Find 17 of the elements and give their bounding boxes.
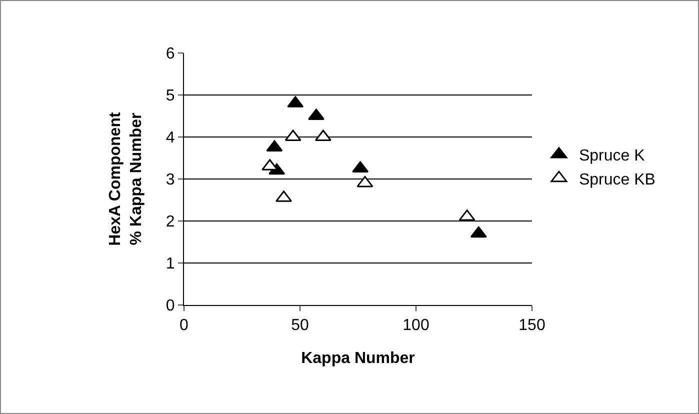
y-tick-label: 2 [166, 214, 175, 231]
legend-label: Spruce K [578, 148, 646, 165]
y-tick-label: 4 [166, 130, 175, 147]
y-tick-label: 5 [166, 88, 175, 105]
y-tick-label: 6 [166, 46, 175, 63]
y-tick-label: 3 [166, 172, 175, 189]
legend-label: Spruce KB [578, 171, 656, 188]
x-axis-title: Kappa Number [301, 350, 415, 367]
y-tick-label: 1 [166, 256, 175, 273]
x-tick-label: 0 [180, 317, 189, 334]
y-tick-label: 0 [166, 298, 175, 315]
y-axis-title: HexA Component % Kappa Number [106, 112, 145, 246]
x-tick-label: 150 [518, 317, 546, 334]
point [470, 226, 487, 238]
point [356, 176, 374, 188]
x-tick-label: 50 [291, 317, 309, 334]
x-tick-label: 100 [402, 317, 430, 334]
